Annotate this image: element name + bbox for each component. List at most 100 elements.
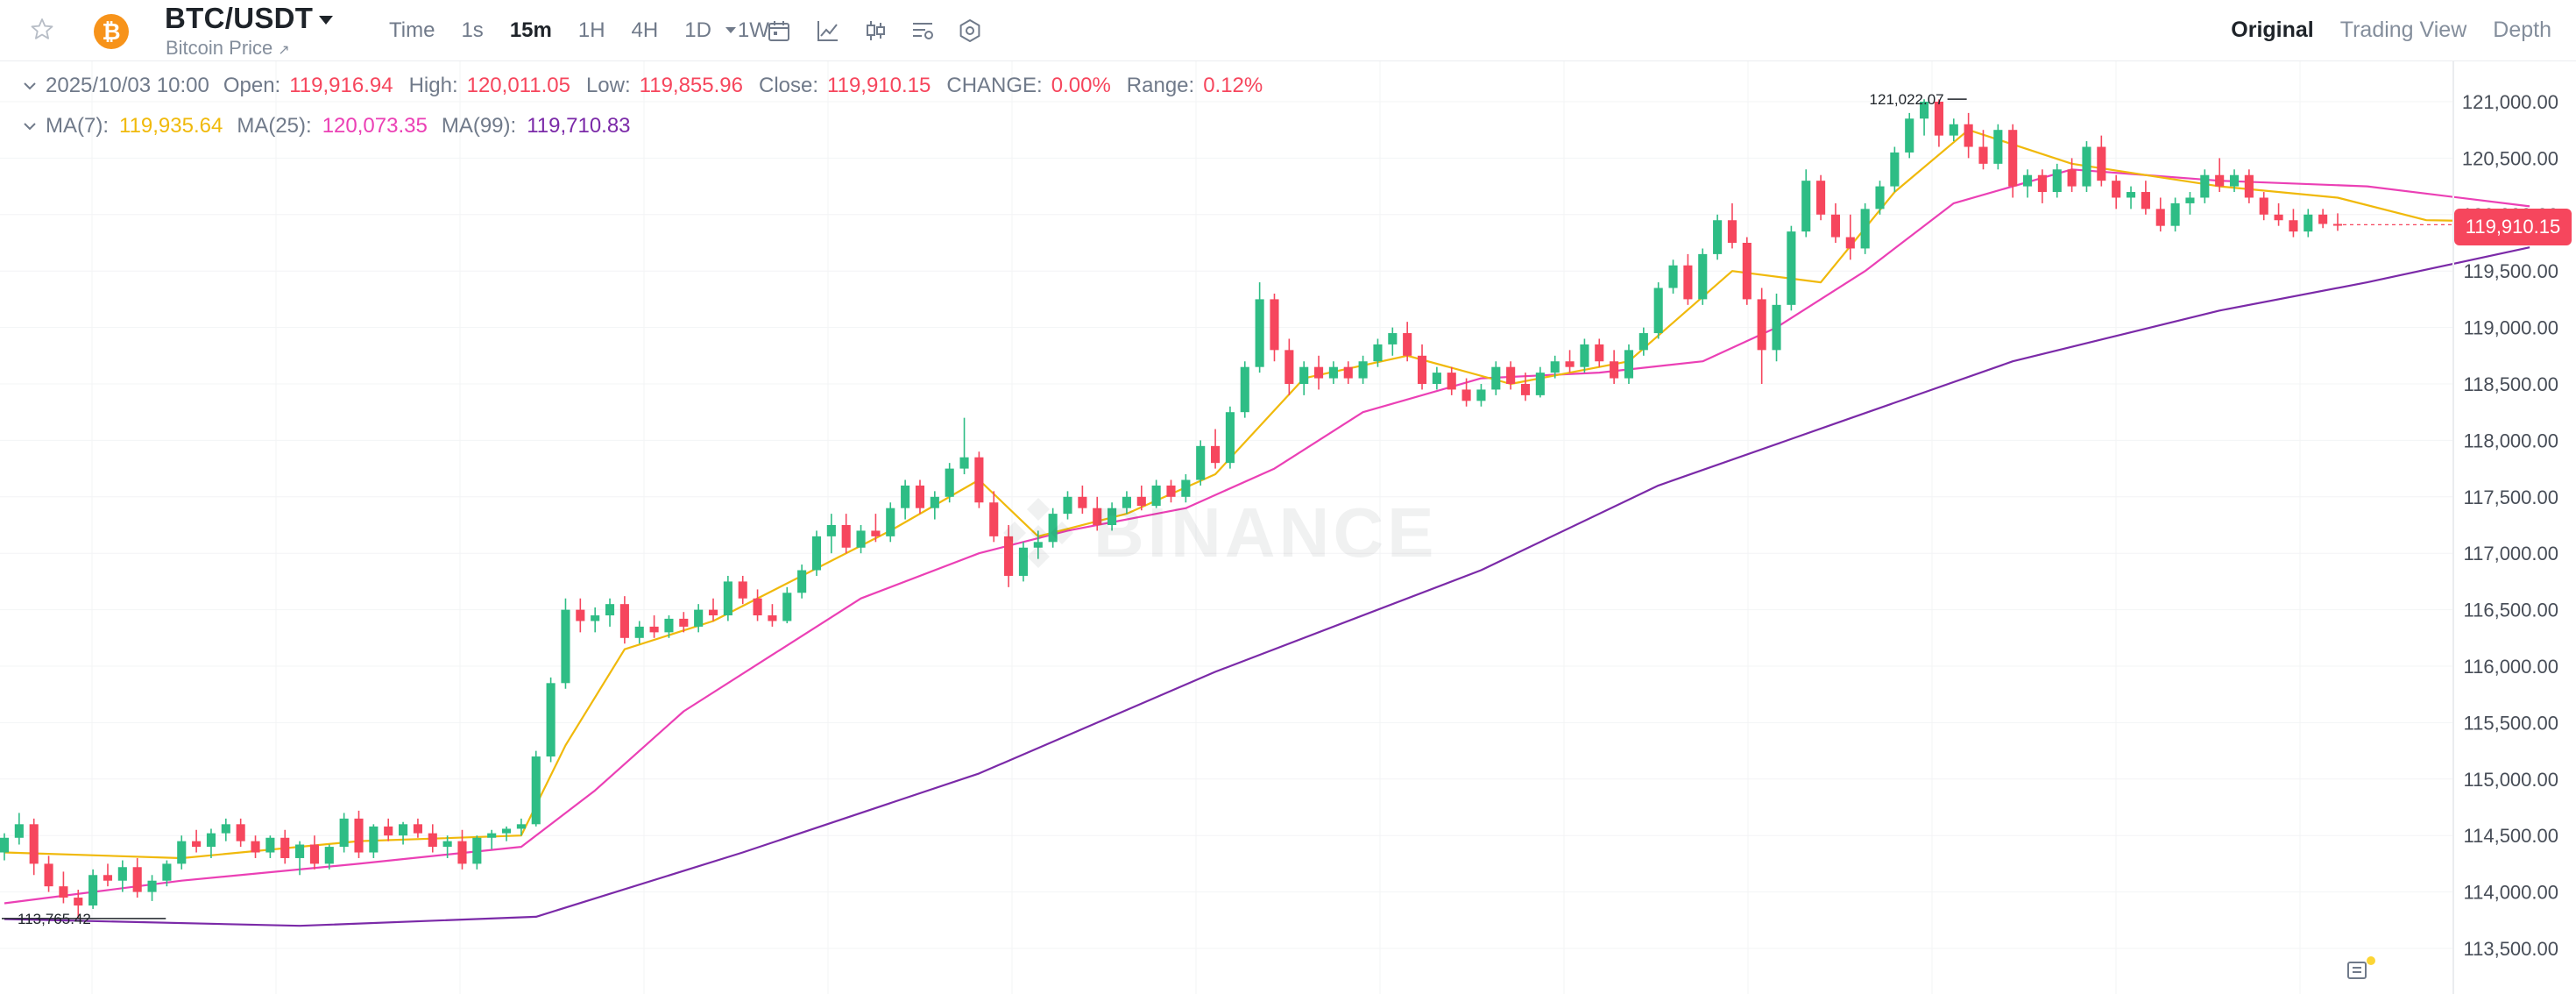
candle[interactable] [1181,474,1191,503]
candle[interactable] [2304,209,2313,238]
candle[interactable] [2126,186,2136,209]
candle[interactable] [354,810,364,858]
candle[interactable] [2037,169,2047,203]
candle[interactable] [915,479,925,515]
interval-1d[interactable]: 1D [684,18,711,42]
candle[interactable] [1920,99,1929,136]
candle[interactable] [2052,163,2062,198]
candle[interactable] [1388,327,1398,356]
candle[interactable] [1653,282,1663,339]
candle[interactable] [1964,112,1973,159]
candle[interactable] [1845,214,1855,260]
candle[interactable] [1299,361,1309,395]
interval-1h[interactable]: 1H [577,18,605,42]
candle[interactable] [2274,202,2283,226]
candle[interactable] [1949,118,1958,142]
candle[interactable] [2200,169,2210,203]
caret-down-icon[interactable] [315,11,336,28]
candle[interactable] [974,451,984,508]
candle[interactable] [1166,479,1176,503]
candle[interactable] [768,604,777,627]
candle[interactable] [2244,169,2254,203]
candle[interactable] [251,835,260,858]
candle[interactable] [1638,327,1648,356]
candle[interactable] [1610,350,1619,384]
price-chart[interactable]: 121,022.07 113,765.42 113,500.00 114,000.0… [0,61,2576,994]
candle[interactable] [14,813,24,845]
candle[interactable] [2067,158,2077,193]
external-link-icon[interactable]: ↗ [278,43,290,58]
candle[interactable] [442,835,452,858]
candle[interactable] [1240,361,1249,418]
candle[interactable] [811,530,822,576]
candle[interactable] [1343,361,1353,384]
candle[interactable] [561,598,570,689]
candle[interactable] [959,417,969,475]
candle[interactable] [1830,202,1841,243]
candle[interactable] [1151,479,1161,508]
candle[interactable] [708,598,718,621]
star-icon[interactable] [26,14,58,46]
candlestick-chart[interactable]: 121,022.07 113,765.42 113,500.00 114,000.0… [0,61,2576,994]
candle[interactable] [295,841,305,876]
candle[interactable] [591,607,600,633]
candle[interactable] [1757,288,1766,384]
candle[interactable] [1535,366,1545,398]
candle[interactable] [1476,384,1486,407]
candle[interactable] [384,818,393,841]
candle[interactable] [399,821,408,845]
candle[interactable] [1978,130,1988,170]
candle[interactable] [738,575,747,605]
candle[interactable] [1860,202,1870,254]
candle[interactable] [1772,293,1781,362]
candle[interactable] [487,829,497,849]
candle[interactable] [1136,485,1146,511]
candle[interactable] [1004,525,1014,587]
candle[interactable] [2008,124,2018,198]
candle[interactable] [339,813,349,853]
chart-settings-icon[interactable] [909,18,936,44]
candle[interactable] [782,586,792,624]
candle[interactable] [74,890,83,919]
candle[interactable] [59,871,68,904]
candle[interactable] [2185,192,2195,215]
candle[interactable] [117,860,127,892]
candle[interactable] [1905,112,1914,159]
candle[interactable] [1358,355,1368,384]
candle[interactable] [1668,259,1678,294]
candle[interactable] [1890,146,1900,193]
candle[interactable] [753,589,762,621]
candle[interactable] [1461,378,1471,407]
candle[interactable] [516,818,526,836]
candle[interactable] [103,863,113,887]
candle[interactable] [1624,344,1634,384]
candle[interactable] [1048,508,1058,548]
candle[interactable] [2112,174,2121,209]
candle[interactable] [1580,338,1589,373]
tab-original[interactable]: Original [2231,18,2314,42]
interval-15m[interactable]: 15m [509,18,552,42]
candle[interactable] [221,818,230,841]
chevron-down-icon[interactable] [23,121,37,131]
candle[interactable] [2318,209,2328,229]
candle[interactable] [2215,158,2225,193]
candle[interactable] [1727,202,1737,249]
candle[interactable] [1225,406,1235,469]
candle[interactable] [1447,366,1456,395]
candle[interactable] [2155,197,2165,232]
candle[interactable] [428,824,437,853]
candle[interactable] [1993,124,2003,170]
candle[interactable] [2023,169,2033,198]
candle[interactable] [1108,502,1117,531]
candle[interactable] [1417,344,1427,390]
candle[interactable] [1432,366,1441,390]
candle[interactable] [1018,542,1029,582]
subtitle-text[interactable]: Bitcoin Price [166,37,273,59]
candle[interactable] [1033,530,1043,559]
candle[interactable] [44,856,53,892]
candle[interactable] [1683,253,1693,305]
candle[interactable] [177,835,187,870]
candle[interactable] [2097,135,2106,187]
interval-time[interactable]: Time [389,18,435,42]
candle[interactable] [1550,355,1560,379]
